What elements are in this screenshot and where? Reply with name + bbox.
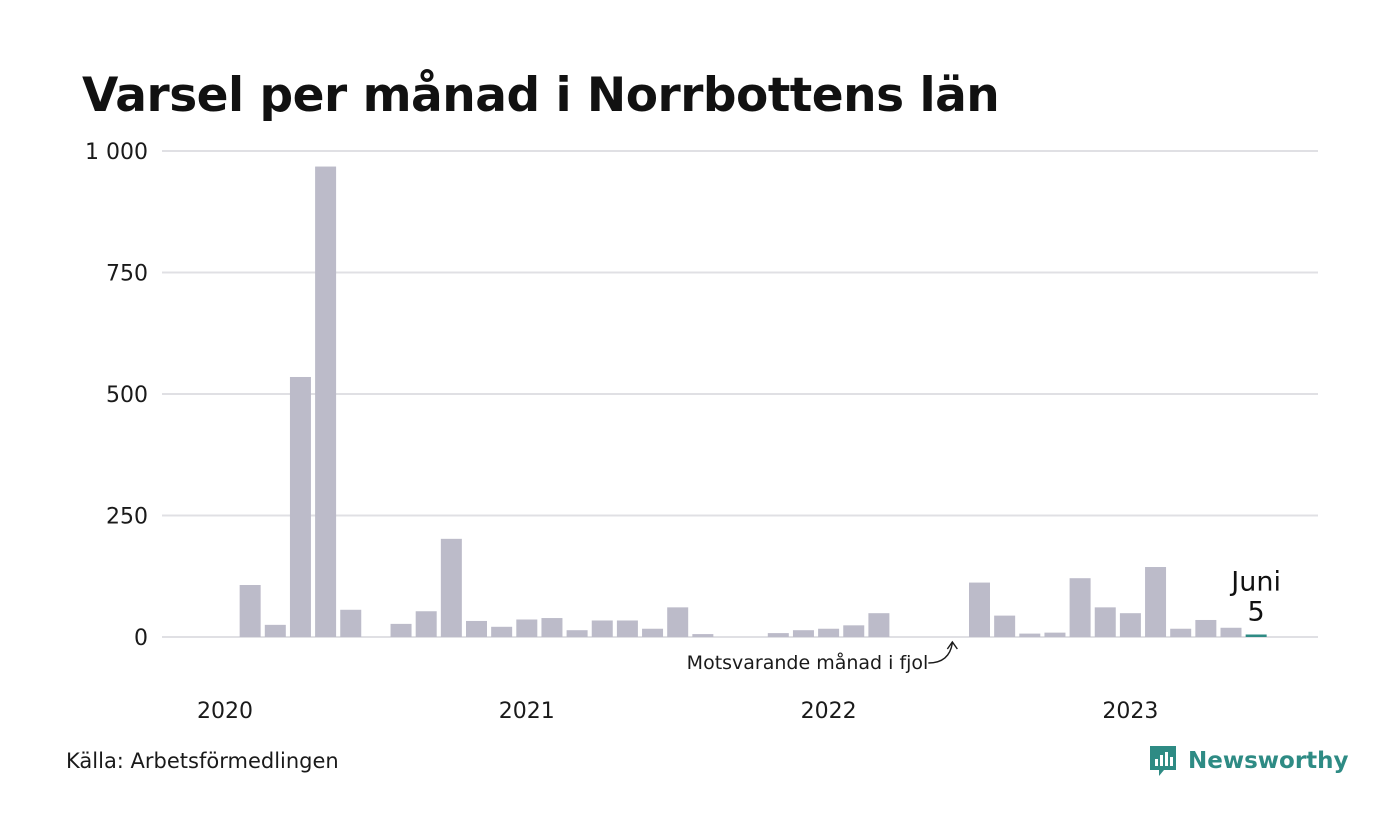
bar bbox=[1119, 613, 1141, 637]
bar bbox=[868, 613, 890, 637]
bar bbox=[289, 376, 311, 637]
bar bbox=[667, 607, 689, 637]
x-axis-ticks: 2020 2021 2022 2023 bbox=[197, 699, 1158, 724]
chart-title: Varsel per månad i Norrbottens län bbox=[82, 68, 1000, 123]
bar bbox=[566, 630, 588, 637]
bar bbox=[843, 625, 865, 637]
bars bbox=[239, 166, 1267, 637]
brand: Newsworthy bbox=[1148, 744, 1349, 778]
x-tick-label: 2021 bbox=[499, 699, 555, 724]
bar bbox=[792, 630, 814, 637]
bar bbox=[692, 634, 714, 637]
y-tick-label: 750 bbox=[106, 262, 148, 287]
bar bbox=[767, 633, 789, 637]
y-tick-label: 500 bbox=[106, 383, 148, 408]
y-tick-label: 1 000 bbox=[85, 140, 148, 165]
current-month-label: Juni 5 bbox=[1229, 567, 1281, 628]
annotation-arrow bbox=[928, 642, 954, 664]
bar bbox=[1094, 607, 1116, 637]
bar bbox=[818, 628, 840, 637]
bar bbox=[1170, 628, 1192, 637]
bar bbox=[969, 582, 990, 637]
annotation-text: Motsvarande månad i fjol bbox=[687, 651, 929, 674]
bar bbox=[642, 628, 664, 637]
y-tick-label: 250 bbox=[106, 505, 148, 530]
bar bbox=[1245, 634, 1267, 637]
bar bbox=[415, 611, 437, 637]
source-note: Källa: Arbetsförmedlingen bbox=[66, 749, 339, 773]
bar bbox=[1220, 627, 1242, 637]
bar bbox=[1044, 632, 1066, 637]
bar bbox=[466, 620, 487, 637]
bar bbox=[340, 609, 362, 637]
bar bbox=[264, 624, 286, 637]
bar bbox=[994, 615, 1016, 637]
newsworthy-logo-icon bbox=[1150, 746, 1176, 776]
bar bbox=[239, 584, 261, 637]
x-tick-label: 2022 bbox=[801, 699, 857, 724]
bar bbox=[440, 538, 462, 637]
comparison-annotation: Motsvarande månad i fjol bbox=[687, 640, 958, 674]
bar bbox=[541, 618, 563, 637]
x-tick-label: 2020 bbox=[197, 699, 253, 724]
bar bbox=[315, 166, 337, 637]
bar bbox=[390, 623, 412, 637]
bar bbox=[1069, 578, 1091, 637]
bar bbox=[591, 620, 613, 637]
bar bbox=[516, 619, 538, 637]
bar bbox=[616, 620, 638, 637]
brand-name: Newsworthy bbox=[1188, 748, 1349, 774]
y-axis-ticks: 0 250 500 750 1 000 bbox=[85, 140, 148, 651]
bar bbox=[1145, 567, 1167, 637]
current-month-value: 5 bbox=[1248, 597, 1265, 628]
y-tick-label: 0 bbox=[134, 626, 148, 651]
bar bbox=[1195, 619, 1217, 637]
current-month-name: Juni bbox=[1229, 567, 1281, 598]
annotation-arrowhead bbox=[946, 640, 958, 650]
bar bbox=[491, 626, 513, 637]
bar bbox=[1019, 633, 1041, 637]
x-tick-label: 2023 bbox=[1102, 699, 1158, 724]
